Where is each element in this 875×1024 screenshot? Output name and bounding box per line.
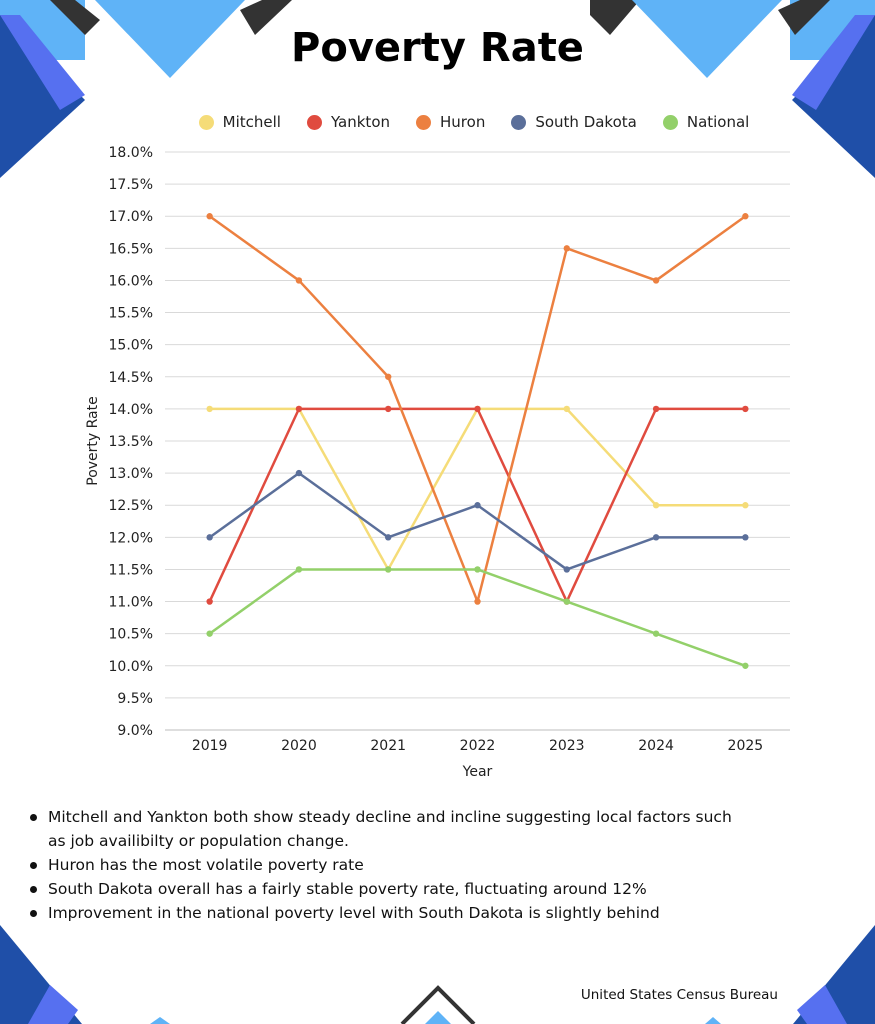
data-point-yankton (474, 405, 481, 413)
data-point-south-dakota (652, 534, 660, 541)
data-point-national (295, 566, 303, 573)
data-point-south-dakota (742, 534, 749, 541)
y-tick-label: 13.0% (109, 466, 153, 482)
legend-item-huron: Huron (416, 113, 485, 131)
insight-item: Huron has the most volatile poverty rate (22, 853, 742, 877)
data-point-huron (474, 598, 481, 605)
x-tick-label: 2024 (638, 738, 674, 754)
series-line-national (208, 568, 746, 667)
data-point-south-dakota (295, 469, 303, 477)
x-tick-label: 2020 (281, 738, 317, 754)
y-tick-label: 15.5% (109, 306, 153, 322)
legend-item-yankton: Yankton (306, 113, 391, 131)
y-tick-label: 10.0% (109, 659, 153, 675)
y-tick-label: 11.5% (109, 562, 153, 578)
data-point-yankton (742, 405, 749, 413)
data-point-huron (295, 277, 303, 284)
data-point-national (474, 566, 481, 573)
legend-label-south-dakota: South Dakota (535, 113, 637, 131)
data-point-huron (385, 373, 392, 380)
legend-swatch-yankton (306, 114, 322, 130)
data-point-huron (742, 213, 749, 220)
data-point-yankton (385, 405, 392, 413)
y-tick-label: 9.5% (117, 691, 153, 707)
data-point-south-dakota (385, 534, 392, 541)
data-point-national (652, 630, 660, 637)
data-point-national (206, 630, 213, 637)
x-axis-title: Year (462, 764, 493, 780)
y-tick-label: 10.5% (109, 627, 153, 643)
source-credit: United States Census Bureau (580, 987, 778, 1003)
data-point-yankton (652, 405, 660, 413)
y-tick-label: 17.5% (109, 177, 153, 193)
legend-label-yankton: Yankton (330, 113, 391, 131)
data-point-yankton (206, 598, 213, 605)
y-axis-title: Poverty Rate (85, 396, 101, 486)
series-line-mitchell (209, 407, 746, 571)
data-point-huron (563, 245, 570, 252)
legend-label-national: National (686, 113, 750, 131)
y-tick-label: 12.5% (109, 498, 153, 514)
y-tick-label: 14.5% (109, 370, 153, 386)
series-line-south-dakota (208, 471, 746, 571)
y-tick-label: 15.0% (109, 338, 153, 354)
data-point-mitchell (563, 405, 570, 413)
legend-label-huron: Huron (440, 113, 486, 131)
insight-item: South Dakota overall has a fairly stable… (22, 877, 742, 901)
legend-swatch-mitchell (198, 114, 214, 130)
insight-item: Improvement in the national poverty leve… (22, 901, 742, 925)
line-chart: 9.0% 9.5% 10.0% 10.5% 11.0% 11.5% 12.0% 12.5% 13… (85, 145, 790, 780)
y-tick-label: 14.0% (109, 402, 153, 418)
legend-swatch-national (662, 114, 678, 130)
x-tick-label: 2023 (549, 738, 585, 754)
legend-swatch-huron (416, 114, 432, 130)
y-tick-label: 17.0% (109, 209, 153, 225)
y-tick-label: 16.5% (109, 241, 153, 257)
legend-label-mitchell: Mitchell (222, 113, 281, 131)
data-point-mitchell (652, 502, 660, 509)
legend-item-national: National (662, 113, 750, 131)
y-tick-label: 12.0% (109, 530, 153, 546)
legend-item-south-dakota: South Dakota (511, 113, 637, 131)
data-point-yankton (295, 405, 303, 413)
data-point-south-dakota (563, 566, 570, 573)
y-tick-label: 18.0% (109, 145, 153, 161)
x-tick-label: 2025 (728, 738, 764, 754)
data-point-south-dakota (206, 534, 213, 541)
data-point-national (742, 662, 749, 669)
chart-legend: Mitchell Yankton Huron South Dakota Nati… (0, 113, 875, 131)
x-tick-label: 2019 (192, 738, 228, 754)
insight-item: Mitchell and Yankton both show steady de… (22, 805, 742, 853)
y-tick-label: 11.0% (109, 595, 153, 611)
y-tick-label: 13.5% (109, 434, 153, 450)
data-point-huron (206, 213, 213, 220)
data-point-mitchell (742, 502, 749, 509)
data-point-national (563, 598, 570, 605)
data-point-national (385, 566, 392, 573)
chart-title: Poverty Rate (291, 25, 584, 71)
y-tick-label: 9.0% (117, 723, 153, 739)
data-point-mitchell (206, 405, 213, 413)
legend-swatch-south-dakota (511, 114, 527, 130)
x-tick-label: 2021 (370, 738, 406, 754)
legend-item-mitchell: Mitchell (198, 113, 281, 131)
data-point-huron (652, 277, 660, 284)
data-point-south-dakota (474, 502, 481, 509)
insights-list: Mitchell and Yankton both show steady de… (22, 805, 742, 925)
x-tick-label: 2022 (460, 738, 496, 754)
y-tick-label: 16.0% (109, 273, 153, 289)
